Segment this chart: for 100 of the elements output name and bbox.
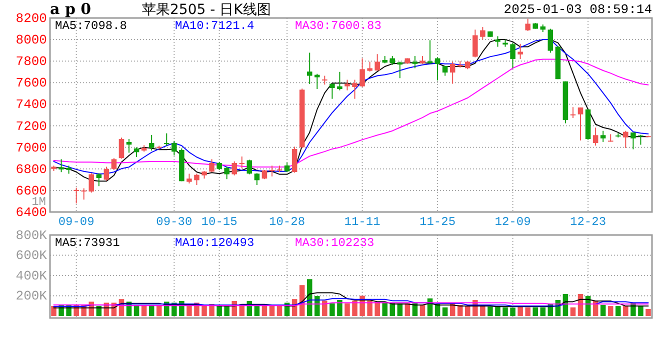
x-tick-label: 09-09: [58, 215, 94, 229]
candlestick: [472, 29, 478, 58]
candlestick: [224, 166, 230, 180]
candlestick: [412, 56, 418, 69]
bar: [367, 300, 372, 316]
bar: [600, 305, 606, 316]
annotation: a p 0: [50, 0, 92, 18]
x-tick-label: 11-25: [420, 215, 456, 229]
candlestick: [164, 132, 170, 146]
text: MA5:73931: [55, 236, 120, 250]
x-tick-label: 10-28: [269, 215, 306, 229]
bar: [465, 306, 470, 316]
x-tick-label: 12-09: [494, 215, 531, 229]
candlestick: [600, 130, 606, 142]
y-tick-label: 7600: [16, 76, 47, 91]
bar: [442, 307, 448, 316]
candlestick: [292, 146, 298, 174]
candlestick: [525, 18, 530, 32]
candlestick: [58, 158, 64, 173]
candlestick: [111, 158, 117, 170]
x-tick-label: 11-11: [344, 215, 380, 229]
text: MA30:102233: [295, 236, 374, 250]
candlestick: [306, 52, 312, 84]
candlestick: [510, 42, 516, 69]
bar: [224, 306, 230, 316]
y-tick-label: 6800: [16, 162, 47, 177]
bar: [518, 306, 523, 316]
candlestick: [262, 169, 268, 180]
bar: [623, 306, 628, 316]
candlestick: [186, 173, 192, 184]
bar: [488, 306, 493, 316]
candlestick: [374, 54, 380, 71]
candlestick: [352, 79, 358, 100]
candlestick: [367, 61, 372, 72]
bar: [216, 306, 222, 316]
candlestick: [344, 79, 350, 91]
candlestick: [630, 132, 636, 150]
candlestick: [239, 156, 245, 169]
candlestick: [330, 83, 335, 100]
x-tick-label: 10-15: [201, 215, 238, 229]
candlestick: [450, 61, 456, 84]
x-tick-label: 09-30: [156, 215, 192, 229]
bar: [638, 306, 644, 316]
chart-title: 苹果2505 - 日K线图: [142, 2, 271, 18]
bar: [570, 307, 576, 316]
bar: [352, 300, 358, 316]
candlestick: [172, 140, 177, 156]
candlestick: [118, 137, 124, 160]
bar: [202, 305, 207, 316]
candlestick: [88, 172, 94, 194]
candlestick: [623, 130, 628, 148]
bar: [330, 303, 335, 316]
y-tick-label: 6400: [16, 205, 47, 220]
candlestick: [570, 106, 576, 119]
candlestick: [81, 188, 86, 200]
candlestick: [74, 187, 79, 204]
y-tick-label: 6600: [16, 183, 47, 198]
bar: [374, 302, 380, 316]
candlestick: [194, 173, 200, 186]
text: MA10:120493: [175, 236, 254, 250]
bar: [616, 306, 621, 316]
line-series: [53, 292, 649, 308]
candlestick: [232, 160, 237, 176]
candlestick: [246, 159, 252, 175]
y-tick-label: 400K: [16, 268, 48, 284]
text: MA5:7098.8: [55, 19, 128, 33]
bar: [532, 307, 538, 316]
candlestick: [638, 134, 644, 146]
y-tick-label: 200K: [16, 288, 48, 304]
bar: [344, 303, 350, 316]
candlestick: [578, 106, 584, 141]
candlestick: [254, 172, 260, 186]
y-tick-label: 8200: [16, 11, 47, 26]
bar: [540, 307, 546, 316]
candlestick: [480, 26, 486, 40]
y-tick-label: 800K: [16, 228, 48, 243]
candlestick: [360, 58, 365, 88]
y-tick-label: 7800: [16, 54, 47, 70]
candlestick: [518, 43, 523, 60]
bar: [420, 305, 426, 316]
y-tick-label: 7000: [16, 140, 47, 156]
text: MA10:7121.4: [175, 19, 254, 33]
bar: [608, 306, 614, 316]
bar: [322, 300, 328, 316]
candlestick: [209, 158, 214, 173]
bar: [186, 305, 192, 316]
bar: [502, 307, 508, 316]
y-tick-label: 7400: [16, 97, 47, 112]
y-tick-label: 7200: [16, 118, 47, 134]
candlestick: [314, 73, 320, 90]
bar: [337, 300, 342, 316]
x-tick-label: 12-23: [570, 215, 606, 229]
bar: [510, 308, 516, 316]
text: MA30:7600.83: [295, 19, 382, 33]
candlestick: [548, 28, 554, 54]
bar: [525, 307, 530, 316]
candlestick: [337, 71, 342, 91]
candlestick: [148, 134, 154, 152]
candlestick: [427, 40, 433, 64]
candlestick: [434, 56, 440, 81]
